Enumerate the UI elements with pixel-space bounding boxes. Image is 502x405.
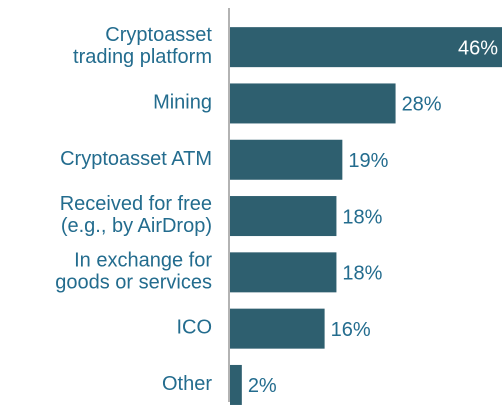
bar <box>230 139 343 180</box>
value-label: 18% <box>342 263 382 285</box>
value-label: 19% <box>348 150 388 172</box>
category-label: Other <box>162 373 212 395</box>
bar <box>230 27 502 68</box>
value-label: 18% <box>342 206 382 228</box>
value-label: 28% <box>402 94 442 116</box>
bar <box>230 252 337 293</box>
bar <box>230 196 337 237</box>
category-label: Cryptoasset ATM <box>60 148 212 170</box>
category-label: Cryptoasset trading platform <box>73 24 212 68</box>
category-label: ICO <box>176 317 212 339</box>
bar <box>230 83 396 124</box>
value-label: 46% <box>458 37 498 59</box>
bar <box>230 308 325 349</box>
bar <box>230 364 242 405</box>
category-label: Mining <box>153 92 212 114</box>
value-label: 16% <box>331 319 371 341</box>
category-label: Received for free (e.g., by AirDrop) <box>60 193 212 237</box>
category-label: In exchange for goods or services <box>55 250 212 294</box>
value-label: 2% <box>248 375 277 397</box>
